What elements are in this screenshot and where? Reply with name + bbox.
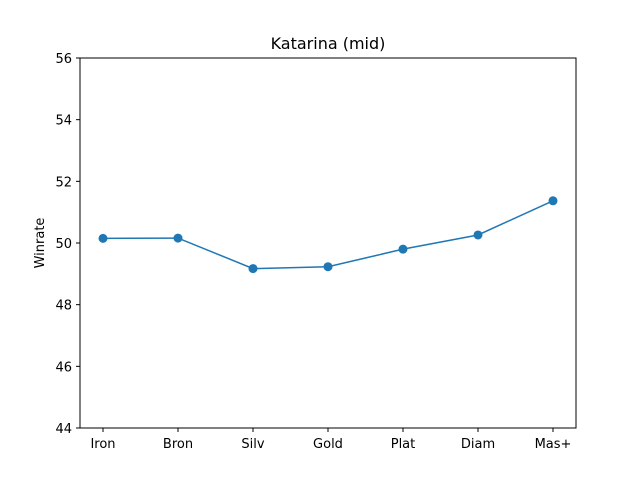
y-tick-label: 44 bbox=[55, 422, 72, 437]
y-tick-label: 50 bbox=[55, 237, 72, 252]
x-tick-label: Diam bbox=[461, 437, 495, 452]
x-tick-label: Plat bbox=[391, 437, 416, 452]
y-axis-label: Winrate bbox=[33, 218, 48, 269]
y-tick-label: 56 bbox=[55, 52, 72, 67]
data-point bbox=[473, 230, 483, 240]
y-tick-label: 52 bbox=[55, 175, 72, 190]
data-point bbox=[323, 262, 333, 272]
x-tick-label: Mas+ bbox=[535, 437, 572, 452]
y-tick-label: 54 bbox=[55, 114, 72, 129]
y-tick-label: 46 bbox=[55, 360, 72, 375]
plot-area: 44 46 48 50 52 54 56 Iron Bron Silv Gold Plat Diam Ma… bbox=[55, 52, 571, 452]
data-point bbox=[548, 196, 558, 206]
data-point bbox=[173, 233, 183, 243]
chart-title: Katarina (mid) bbox=[271, 34, 386, 53]
data-point bbox=[98, 233, 108, 243]
x-tick-label: Bron bbox=[163, 437, 193, 452]
plot-frame bbox=[79, 57, 577, 429]
data-point bbox=[248, 264, 258, 274]
data-point bbox=[398, 244, 408, 254]
x-tick-label: Silv bbox=[241, 437, 264, 452]
x-tick-label: Gold bbox=[313, 437, 343, 452]
x-tick-label: Iron bbox=[90, 437, 115, 452]
y-tick-label: 48 bbox=[55, 299, 72, 314]
